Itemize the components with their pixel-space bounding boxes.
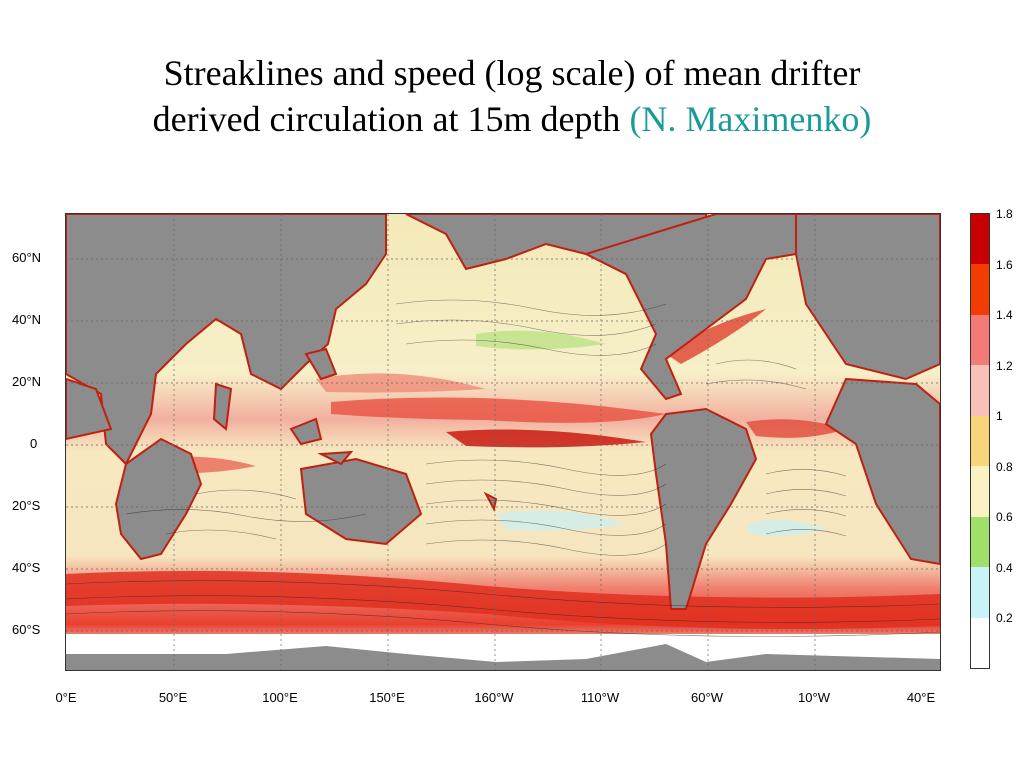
colorbar-segment xyxy=(971,314,989,366)
colorbar-label-1: 1 xyxy=(996,409,1003,423)
atlantic-equatorial-band xyxy=(746,419,846,438)
speed-colorbar xyxy=(970,213,990,669)
title-line-1: Streaklines and speed (log scale) of mea… xyxy=(163,53,861,93)
colorbar-segment xyxy=(971,567,989,619)
title-line-2: derived circulation at 15m depth (N. Max… xyxy=(0,96,1024,142)
low-speed-patch-south-atlantic xyxy=(746,520,826,537)
slide-title: Streaklines and speed (log scale) of mea… xyxy=(0,50,1024,142)
lon-label-110w: 110°W xyxy=(580,690,620,705)
europe-greenland xyxy=(795,214,940,381)
indonesia xyxy=(289,417,354,466)
lat-label-20n: 20°N xyxy=(12,374,42,389)
lon-label-150e: 150°E xyxy=(369,690,405,705)
equatorial-current-band xyxy=(331,397,666,423)
lon-label-10w: 10°W xyxy=(798,690,830,705)
gulf-stream-band xyxy=(666,309,766,364)
colorbar-label-1-2: 1.2 xyxy=(996,359,1013,373)
australia xyxy=(299,457,423,546)
lat-label-20s: 20°S xyxy=(12,498,41,513)
colorbar-label-1-4: 1.4 xyxy=(996,308,1013,322)
lon-label-160w: 160°W xyxy=(474,690,514,705)
antarctic-circumpolar-band xyxy=(66,570,940,630)
lon-label-100e: 100°E xyxy=(262,690,298,705)
antarctica-land xyxy=(66,644,940,670)
ocean-circulation-map xyxy=(65,213,941,671)
lat-label-60n: 60°N xyxy=(12,250,42,265)
low-speed-patch-north-pacific xyxy=(476,330,606,350)
author-credit: (N. Maximenko) xyxy=(629,99,872,139)
low-speed-patch-south-pacific xyxy=(496,510,626,531)
colorbar-segment xyxy=(971,264,989,316)
colorbar-label-1-8: 1.8 xyxy=(996,207,1013,221)
africa-west-part xyxy=(66,377,113,441)
graticule xyxy=(66,214,940,670)
japan xyxy=(304,347,338,381)
africa-main xyxy=(824,377,940,566)
land-masses xyxy=(66,214,940,670)
india xyxy=(212,382,233,431)
colorbar-segment xyxy=(971,214,989,265)
colorbar-label-0-6: 0.6 xyxy=(996,510,1013,524)
colorbar-segment xyxy=(971,365,989,417)
south-america xyxy=(649,407,758,610)
lat-label-60s: 60°S xyxy=(12,622,41,637)
streaklines xyxy=(66,299,940,637)
map-svg xyxy=(66,214,940,670)
colorbar-segment xyxy=(971,415,989,467)
colorbar-segment xyxy=(971,516,989,568)
lat-label-equator: 0 xyxy=(30,436,38,451)
lat-label-40n: 40°N xyxy=(12,312,42,327)
colorbar-label-0-4: 0.4 xyxy=(996,561,1013,575)
africa-east-part xyxy=(114,437,203,561)
lon-label-40e: 40°E xyxy=(906,690,936,705)
lon-label-0e: 0°E xyxy=(55,690,77,705)
colorbar-label-0-8: 0.8 xyxy=(996,460,1013,474)
colorbar-segment xyxy=(971,617,989,669)
title-line-2-text: derived circulation at 15m depth xyxy=(152,99,621,139)
colorbar-segment xyxy=(971,466,989,518)
lon-label-60w: 60°W xyxy=(691,690,723,705)
lat-label-40s: 40°S xyxy=(12,560,41,575)
lon-label-50e: 50°E xyxy=(158,690,188,705)
equatorial-undercurrent-band xyxy=(446,429,646,448)
colorbar-label-0-2: 0.2 xyxy=(996,611,1013,625)
colorbar-label-1-6: 1.6 xyxy=(996,258,1013,272)
eurasia xyxy=(66,214,387,466)
